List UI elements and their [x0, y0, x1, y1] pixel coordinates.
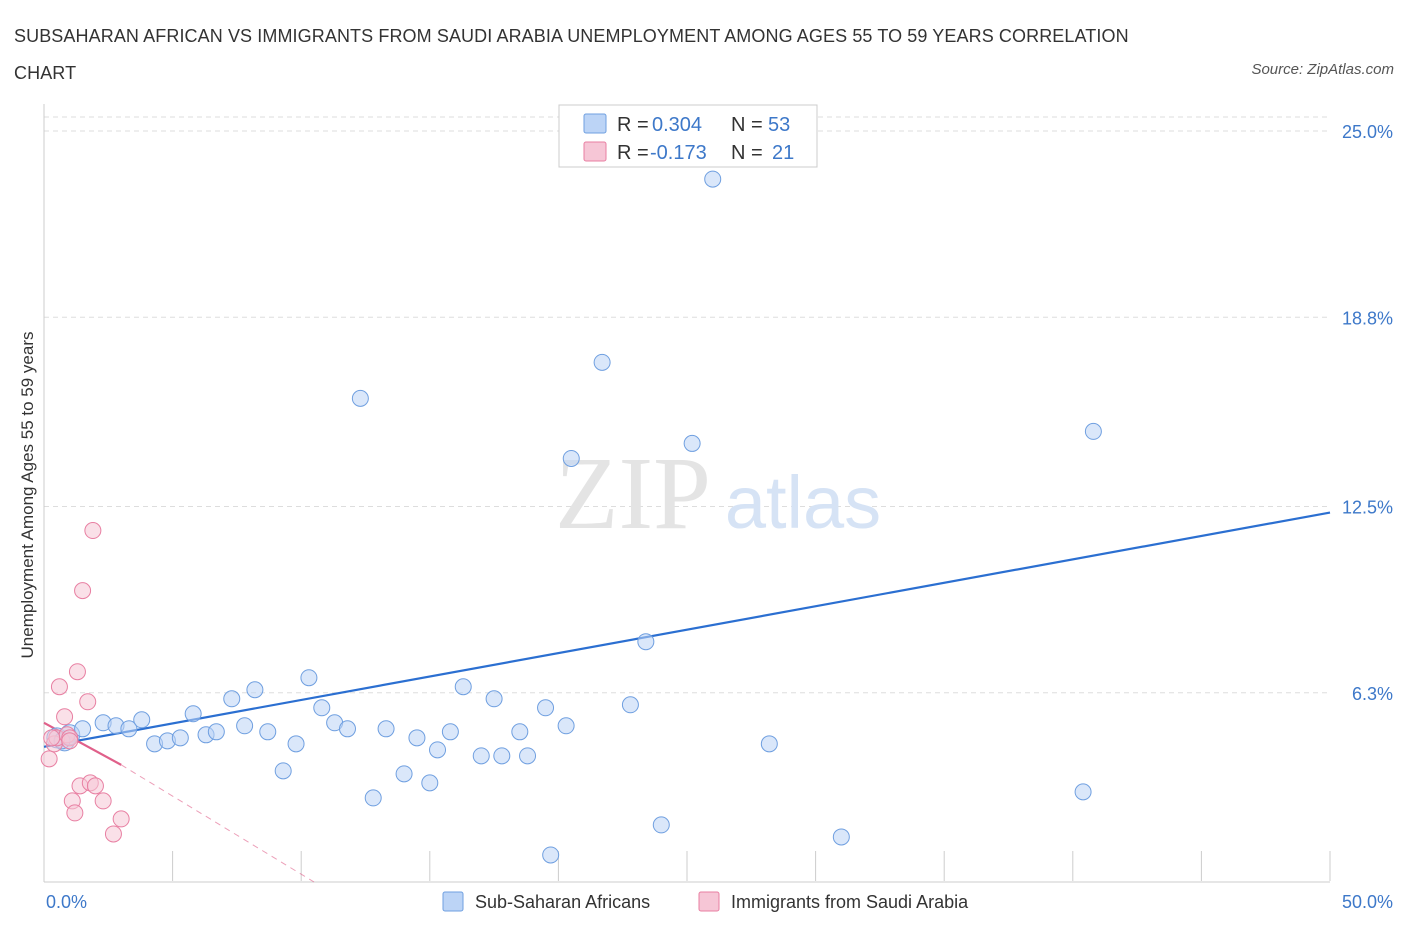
- legend-n-label-1: N =: [731, 114, 763, 136]
- point-sub-saharan-34: [485, 690, 503, 708]
- y-tick-label-2: 18.8%: [1342, 308, 1393, 328]
- point-sub-saharan-20: [300, 669, 318, 687]
- point-sub-saharan-16: [246, 681, 264, 699]
- source-label: Source: ZipAtlas.com: [1251, 61, 1394, 78]
- trend-line-sub-saharan: [43, 511, 1331, 748]
- point-sub-saharan-51: [1084, 422, 1102, 440]
- point-saudi-14: [84, 522, 102, 540]
- point-saudi-12: [79, 693, 97, 711]
- point-sub-saharan-10: [171, 729, 189, 747]
- point-sub-saharan-18: [274, 762, 292, 780]
- bottom-legend-label-pink: Immigrants from Saudi Arabia: [731, 892, 969, 912]
- point-sub-saharan-26: [377, 720, 395, 738]
- gridlines: [44, 116, 1330, 694]
- point-sub-saharan-3: [74, 720, 92, 738]
- x-tick-label-0: 0.0%: [46, 892, 87, 912]
- point-sub-saharan-7: [133, 711, 151, 729]
- point-saudi-9: [68, 663, 86, 681]
- point-sub-saharan-13: [207, 723, 225, 741]
- point-sub-saharan-11: [184, 705, 202, 723]
- legend-swatch-blue: [583, 113, 607, 134]
- watermark-atlas: atlas: [725, 461, 881, 544]
- y-tick-label-0: 6.3%: [1352, 684, 1393, 704]
- trend-line-saudi-extension: [120, 764, 315, 883]
- point-sub-saharan-30: [429, 741, 447, 759]
- point-sub-saharan-44: [637, 633, 655, 651]
- point-saudi-17: [104, 825, 122, 843]
- legend-r-value-2: -0.173: [650, 142, 707, 164]
- point-sub-saharan-40: [557, 717, 575, 735]
- point-sub-saharan-35: [493, 747, 511, 765]
- point-sub-saharan-43: [621, 696, 639, 714]
- point-saudi-20: [61, 732, 79, 750]
- point-saudi-3: [50, 678, 68, 696]
- point-sub-saharan-47: [704, 170, 722, 188]
- legend-n-label-2: N =: [731, 142, 763, 164]
- point-saudi-8: [66, 804, 84, 822]
- legend-n-value-1: 53: [768, 114, 790, 136]
- point-sub-saharan-42: [593, 353, 611, 371]
- correlation-legend: R = 0.304 N = 53 R = -0.173 N = 21: [558, 104, 818, 168]
- watermark: ZIP atlas: [555, 436, 881, 551]
- point-sub-saharan-48: [760, 735, 778, 753]
- legend-n-value-2: 21: [772, 142, 794, 164]
- chart-title: SUBSAHARAN AFRICAN VS IMMIGRANTS FROM SA…: [14, 26, 1129, 83]
- x-tick-label-1: 50.0%: [1342, 892, 1393, 912]
- point-sub-saharan-37: [519, 747, 537, 765]
- series-saudi-points: [40, 522, 130, 843]
- point-sub-saharan-23: [338, 720, 356, 738]
- point-saudi-19: [43, 729, 61, 747]
- legend-swatch-pink: [583, 141, 607, 162]
- point-sub-saharan-24: [351, 389, 369, 407]
- legend-r-value-1: 0.304: [652, 114, 702, 136]
- point-sub-saharan-28: [408, 729, 426, 747]
- point-sub-saharan-49: [832, 828, 850, 846]
- point-saudi-16: [94, 792, 112, 810]
- bottom-legend-swatch-pink: [698, 891, 720, 912]
- point-sub-saharan-19: [287, 735, 305, 753]
- point-saudi-15: [86, 777, 104, 795]
- point-sub-saharan-29: [421, 774, 439, 792]
- point-sub-saharan-14: [223, 690, 241, 708]
- x-ticks: [43, 851, 1331, 881]
- point-sub-saharan-32: [454, 678, 472, 696]
- bottom-legend-swatch-blue: [442, 891, 464, 912]
- point-sub-saharan-46: [683, 434, 701, 452]
- y-tick-label-1: 12.5%: [1342, 498, 1393, 518]
- legend-r-label-2: R =: [617, 142, 649, 164]
- point-sub-saharan-31: [441, 723, 459, 741]
- point-saudi-18: [112, 810, 130, 828]
- point-saudi-4: [56, 708, 74, 726]
- point-sub-saharan-36: [511, 723, 529, 741]
- bottom-legend-label-blue: Sub-Saharan Africans: [475, 892, 650, 912]
- point-sub-saharan-25: [364, 789, 382, 807]
- point-saudi-11: [74, 582, 92, 600]
- point-sub-saharan-21: [313, 699, 331, 717]
- legend-r-label-1: R =: [617, 114, 649, 136]
- point-sub-saharan-45: [652, 816, 670, 834]
- x-tick-labels: 0.0% 50.0%: [46, 892, 1393, 912]
- y-tick-labels: 6.3% 12.5% 18.8% 25.0%: [1342, 122, 1393, 704]
- point-sub-saharan-6: [120, 720, 138, 738]
- point-sub-saharan-39: [542, 846, 560, 864]
- watermark-zip: ZIP: [555, 436, 711, 551]
- series-sub-saharan-points: [46, 170, 1102, 864]
- y-tick-label-3: 25.0%: [1342, 122, 1393, 142]
- point-sub-saharan-38: [537, 699, 555, 717]
- series-legend: Sub-Saharan Africans Immigrants from Sau…: [442, 891, 969, 912]
- point-sub-saharan-50: [1074, 783, 1092, 801]
- point-sub-saharan-27: [395, 765, 413, 783]
- point-sub-saharan-33: [472, 747, 490, 765]
- point-saudi-0: [40, 750, 58, 768]
- point-sub-saharan-41: [562, 449, 580, 467]
- point-sub-saharan-17: [259, 723, 277, 741]
- point-sub-saharan-15: [236, 717, 254, 735]
